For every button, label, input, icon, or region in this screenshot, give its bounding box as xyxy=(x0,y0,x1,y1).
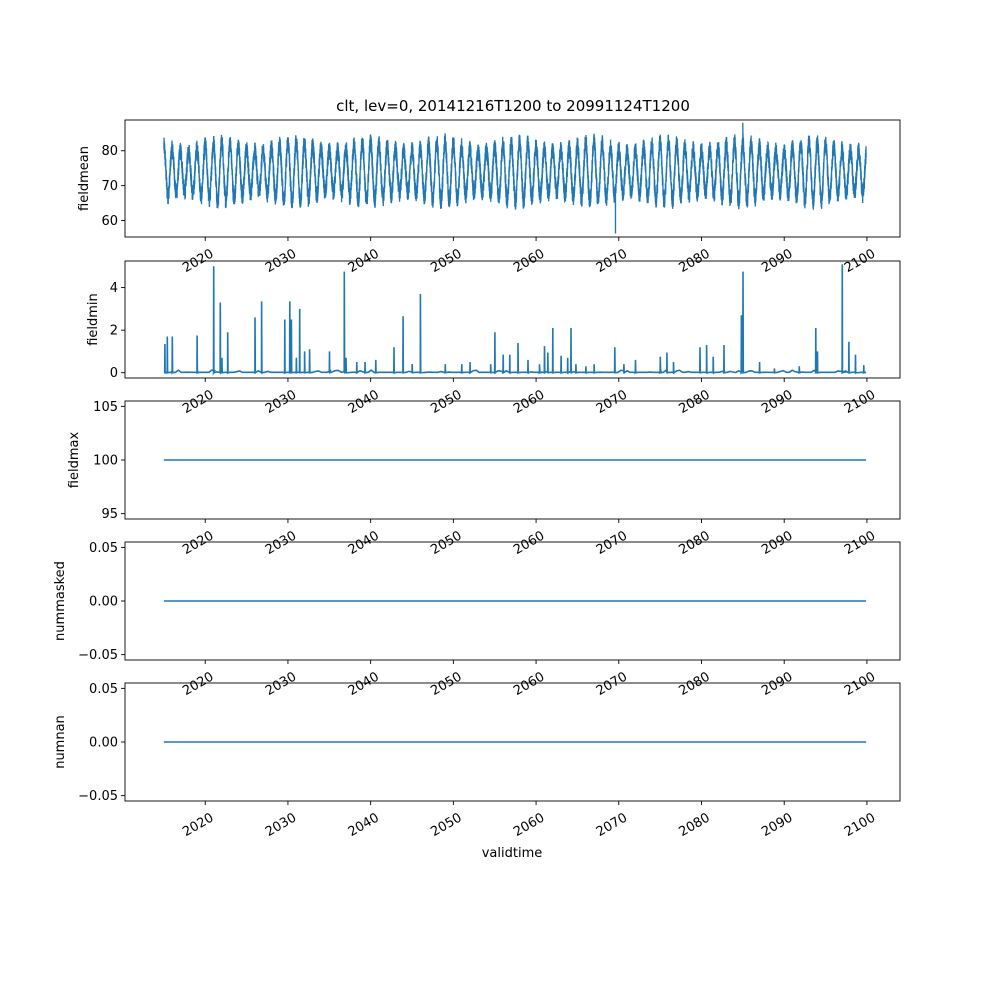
y-tick-label: 105 xyxy=(93,400,118,415)
y-tick-label: 2 xyxy=(110,324,118,339)
y-axis-label: fieldmax xyxy=(67,432,82,489)
series-line-fieldmin xyxy=(163,264,867,376)
y-tick-label: 100 xyxy=(93,454,118,469)
y-tick-label: −0.05 xyxy=(78,648,118,663)
x-axis-label: validtime xyxy=(482,846,543,861)
series-line-fieldmean xyxy=(163,122,867,234)
y-tick-label: −0.05 xyxy=(78,789,118,804)
y-axis-label: fieldmin xyxy=(86,293,101,346)
y-tick-label: 0.05 xyxy=(89,682,118,697)
y-tick-label: 60 xyxy=(101,214,118,229)
chart-title: clt, lev=0, 20141216T1200 to 20991124T12… xyxy=(336,97,690,115)
y-tick-label: 0 xyxy=(110,366,118,381)
y-tick-label: 0.00 xyxy=(89,595,118,610)
y-axis-label: numnan xyxy=(53,715,68,769)
y-tick-label: 95 xyxy=(101,507,118,522)
y-tick-label: 0.05 xyxy=(89,541,118,556)
axes-frame xyxy=(124,260,901,379)
axes-frame xyxy=(124,119,901,238)
y-axis-label: nummasked xyxy=(53,561,68,641)
y-tick-label: 0.00 xyxy=(89,736,118,751)
y-tick-label: 80 xyxy=(101,144,118,159)
y-tick-label: 4 xyxy=(110,281,118,296)
y-axis-label: fieldmean xyxy=(77,146,92,211)
y-tick-label: 70 xyxy=(101,179,118,194)
